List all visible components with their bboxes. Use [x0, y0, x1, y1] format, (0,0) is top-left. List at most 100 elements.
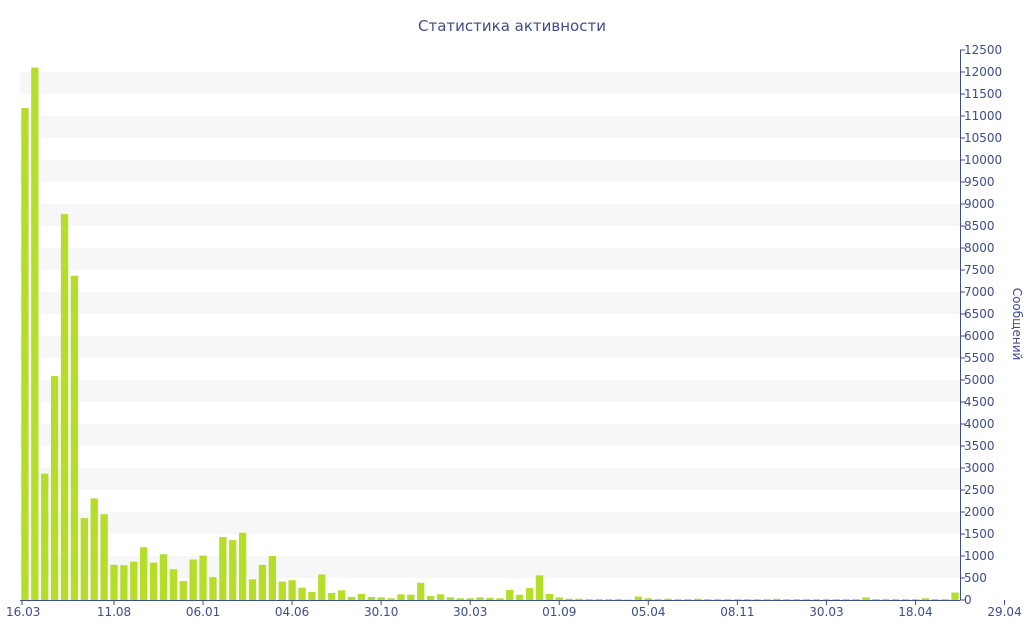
y-tick-label: 9500	[964, 175, 995, 189]
grid-bands	[20, 72, 960, 578]
y-tick-labels: 0500100015002000250030003500400045005000…	[964, 43, 1002, 607]
bar	[932, 599, 939, 600]
bar	[209, 577, 216, 600]
bar	[417, 583, 424, 600]
x-tick-label: 18.04	[898, 605, 932, 619]
bar	[249, 579, 256, 600]
y-tick-label: 4000	[964, 417, 995, 431]
bar	[61, 214, 68, 600]
x-tick-label: 05.04	[631, 605, 665, 619]
bar	[397, 594, 404, 600]
bar	[744, 599, 751, 600]
grid-band	[20, 468, 960, 490]
x-tick-label: 08.11	[720, 605, 754, 619]
bar	[655, 599, 662, 600]
bar	[645, 598, 652, 600]
bar	[170, 569, 177, 600]
y-tick-label: 5500	[964, 351, 995, 365]
bar	[51, 376, 58, 600]
bar	[318, 574, 325, 600]
bar	[21, 108, 28, 600]
bar	[546, 594, 553, 600]
y-tick-label: 12000	[964, 65, 1002, 79]
y-tick-label: 5000	[964, 373, 995, 387]
y-tick-label: 8000	[964, 241, 995, 255]
bar	[387, 598, 394, 600]
grid-band	[20, 380, 960, 402]
bar	[942, 599, 949, 600]
bar	[506, 590, 513, 600]
bar	[754, 599, 761, 600]
y-tick-label: 7000	[964, 285, 995, 299]
bar	[150, 563, 157, 600]
x-tick-label: 30.10	[364, 605, 398, 619]
y-tick-label: 11500	[964, 87, 1002, 101]
y-tick-label: 1000	[964, 549, 995, 563]
bar	[476, 597, 483, 600]
bar	[457, 598, 464, 600]
x-tick-label: 01.09	[542, 605, 576, 619]
bar	[219, 537, 226, 600]
bar	[110, 565, 117, 600]
bar	[288, 580, 295, 600]
bar	[190, 560, 197, 600]
x-tick-label: 04.06	[275, 605, 309, 619]
bar	[833, 599, 840, 600]
bar	[704, 599, 711, 600]
bar	[31, 68, 38, 600]
bar	[427, 596, 434, 600]
bar	[358, 594, 365, 600]
grid-band	[20, 512, 960, 534]
bar	[447, 597, 454, 600]
y-tick-label: 8500	[964, 219, 995, 233]
grid-band	[20, 292, 960, 314]
bar	[595, 599, 602, 600]
bar	[496, 598, 503, 600]
bar	[813, 599, 820, 600]
bar	[615, 599, 622, 600]
x-tick-label: 11.08	[97, 605, 131, 619]
x-tick-label: 16.03	[6, 605, 40, 619]
bar	[526, 588, 533, 600]
x-tick-label: 30.03	[809, 605, 843, 619]
bar	[892, 599, 899, 600]
x-tick-label: 30.03	[453, 605, 487, 619]
bar	[803, 599, 810, 600]
bar	[269, 556, 276, 600]
bar	[378, 597, 385, 600]
bar	[298, 588, 305, 600]
y-axis-label: Сообщений	[1010, 288, 1024, 361]
bar	[180, 581, 187, 600]
bar	[120, 565, 127, 600]
bar	[407, 595, 414, 600]
grid-band	[20, 336, 960, 358]
bar	[773, 599, 780, 600]
bar	[635, 596, 642, 600]
bar	[783, 599, 790, 600]
y-tick-label: 6000	[964, 329, 995, 343]
bar	[872, 599, 879, 600]
grid-band	[20, 116, 960, 138]
bar	[724, 599, 731, 600]
x-tick-label: 06.01	[186, 605, 220, 619]
bar	[882, 599, 889, 600]
bar	[951, 593, 958, 600]
bar	[348, 597, 355, 600]
y-tick-label: 11000	[964, 109, 1002, 123]
bar	[71, 276, 78, 600]
bar	[328, 593, 335, 600]
y-tick-label: 12500	[964, 43, 1002, 57]
bar	[763, 599, 770, 600]
bar	[575, 599, 582, 600]
bar	[160, 554, 167, 600]
grid-band	[20, 204, 960, 226]
y-tick-label: 10500	[964, 131, 1002, 145]
bar	[130, 562, 137, 600]
grid-band	[20, 72, 960, 94]
bar	[843, 599, 850, 600]
grid-band	[20, 160, 960, 182]
chart-title: Статистика активности	[418, 17, 606, 35]
bar	[566, 599, 573, 600]
